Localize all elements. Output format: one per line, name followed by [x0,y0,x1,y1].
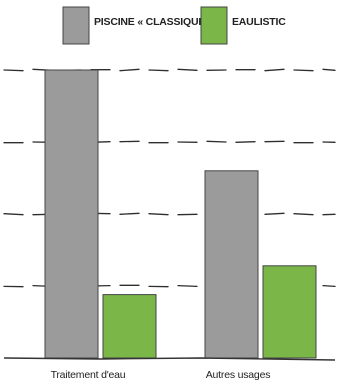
category-label-traitement-eau: Traitement d'eau [51,369,126,381]
bars [44,69,317,359]
legend-label-piscine-classique: PISCINE « CLASSIQUE » [94,16,214,28]
bar-eaulistic-traitement-eau [102,294,157,359]
x-axis-baseline [3,357,336,361]
bar-eaulistic-autres-usages [262,265,317,359]
legend-label-eaulistic: EAULISTIC [232,16,286,28]
category-label-autres-usages: Autres usages [206,369,271,381]
legend: PISCINE « CLASSIQUE » EAULISTIC [62,6,286,45]
legend-swatch-eaulistic [200,6,228,45]
bar-piscine-classique-traitement-eau [44,69,99,359]
bar-piscine-classique-autres-usages [204,170,259,359]
legend-swatch-piscine-classique [62,6,90,45]
